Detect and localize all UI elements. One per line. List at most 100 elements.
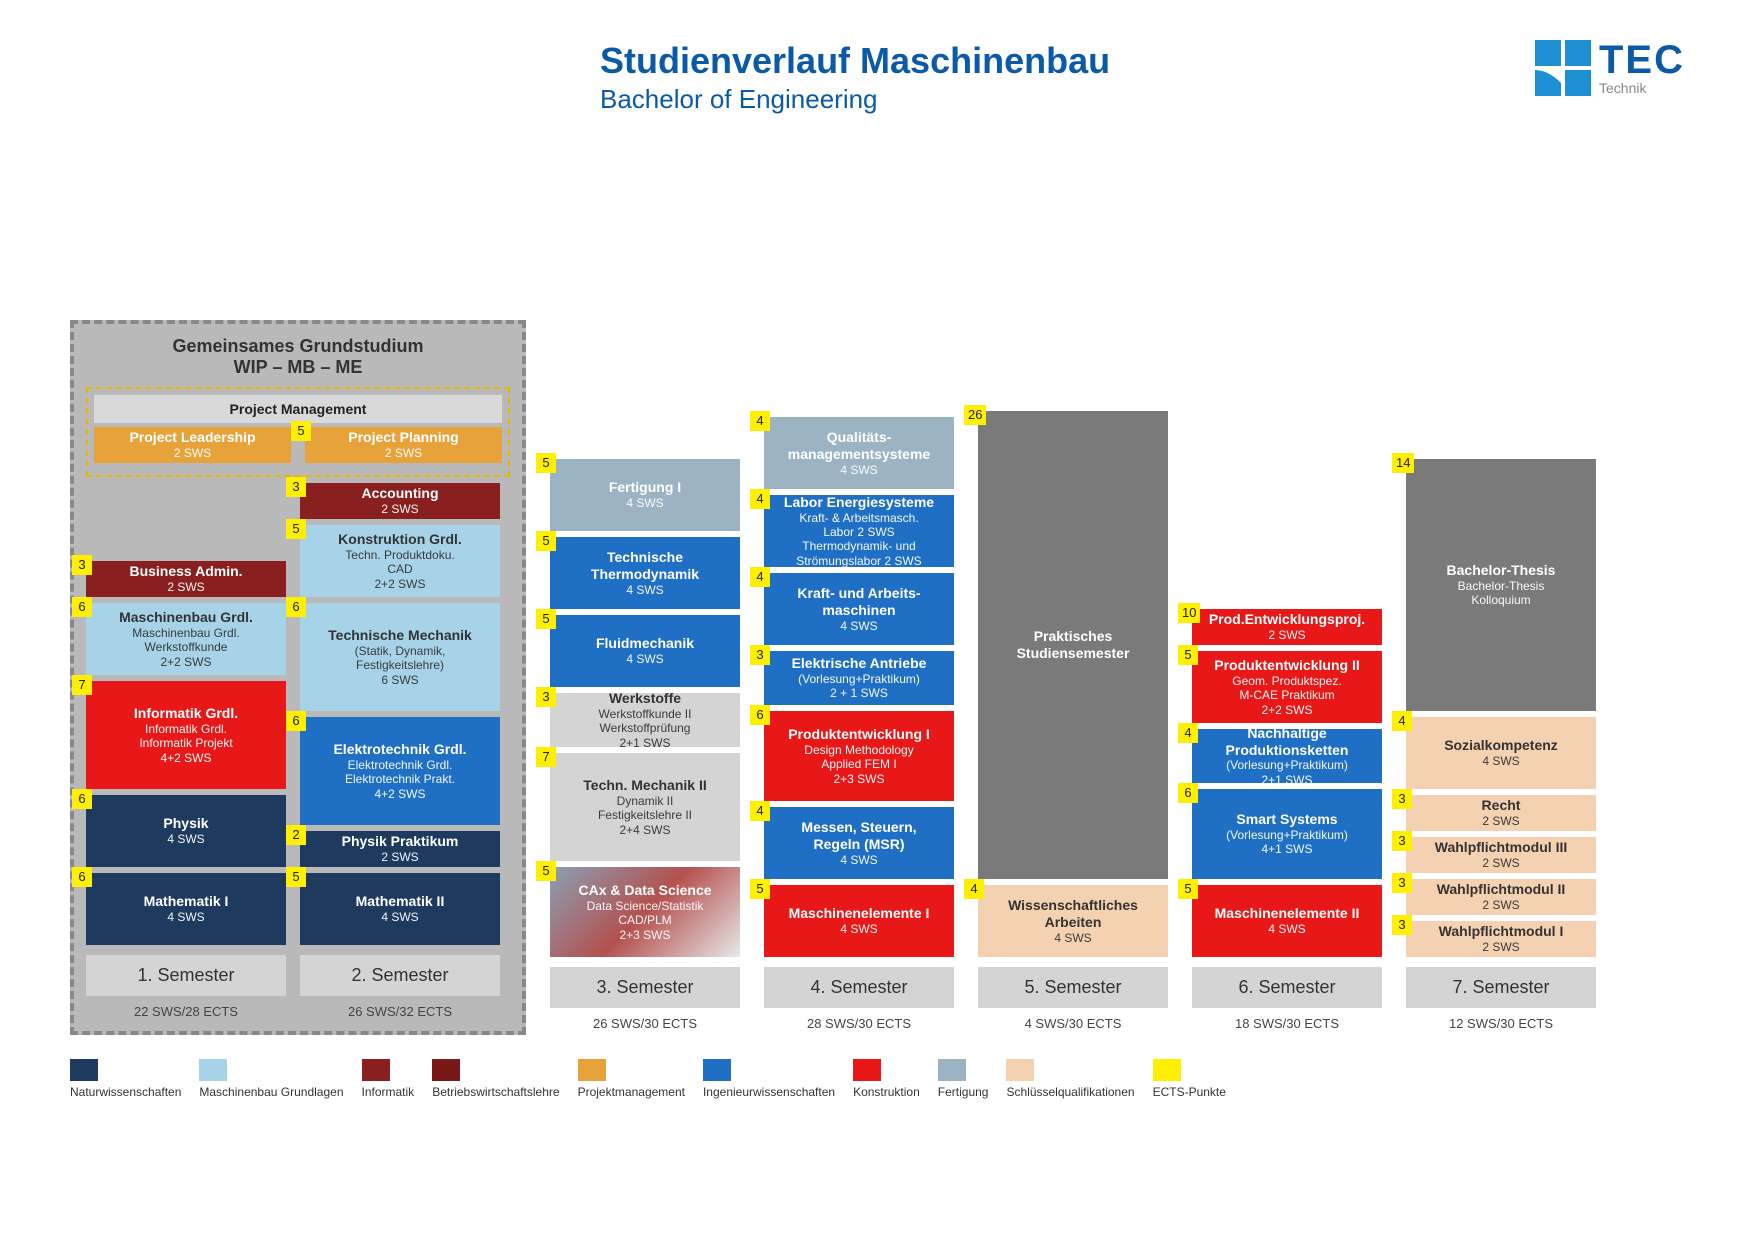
ects-badge: 6: [286, 597, 306, 617]
semester-col-2: 3Accounting2 SWS5Konstruktion Grdl.Techn…: [300, 483, 500, 1023]
module-werkstoffe: 3WerkstoffeWerkstoffkunde IIWerkstoffprü…: [550, 693, 740, 747]
module-elektr-antriebe: 3Elektrische Antriebe(Vorlesung+Praktiku…: [764, 651, 954, 705]
legend-swatch: [70, 1059, 98, 1081]
ects-badge: 4: [750, 489, 770, 509]
module-sub: 4 SWS: [770, 922, 948, 936]
legend-swatch: [199, 1059, 227, 1081]
module-fluidmechanik: 5Fluidmechanik4 SWS: [550, 615, 740, 687]
module-techn-mechanik-ii: 7Techn. Mechanik IIDynamik IIFestigkeits…: [550, 753, 740, 861]
module-wahlpflicht-i: 3Wahlpflichtmodul I2 SWS: [1406, 921, 1596, 957]
ects-badge: 5: [536, 531, 556, 551]
legend-item: Projektmanagement: [578, 1059, 685, 1099]
module-produktentw-i: 6Produktentwicklung IDesign MethodologyA…: [764, 711, 954, 801]
ects-badge: 4: [1392, 711, 1412, 731]
semester-col-5: 26PraktischesStudiensemester4Wissenschaf…: [978, 411, 1168, 1035]
legend-item: Ingenieurwissenschaften: [703, 1059, 835, 1099]
ects-badge: 3: [72, 555, 92, 575]
semester-label: 1. Semester: [86, 955, 286, 996]
semester-col-1: 3Business Admin.2 SWS6Maschinenbau Grdl.…: [86, 561, 286, 1023]
module-title: Produktentwicklung I: [770, 726, 948, 743]
module-title: Fluidmechanik: [556, 635, 734, 652]
module-title: Kraft- und Arbeits-maschinen: [770, 585, 948, 619]
module-sub: 4 SWS: [770, 463, 948, 477]
module-sub: (Statik, Dynamik,Festigkeitslehre)6 SWS: [306, 644, 494, 687]
module-title: Maschinenelemente II: [1198, 905, 1376, 922]
ects-badge: 7: [536, 747, 556, 767]
ects-badge: 5: [1178, 645, 1198, 665]
ects-badge: 4: [750, 411, 770, 431]
pm-row: Project Leadership2 SWS 5Project Planning…: [94, 427, 502, 469]
module-title: Project Planning: [311, 429, 496, 446]
module-title: Wahlpflichtmodul I: [1412, 923, 1590, 940]
module-sub: 4 SWS: [1198, 922, 1376, 936]
module-sub: 4 SWS: [306, 910, 494, 924]
ects-badge: 5: [536, 453, 556, 473]
semester-label: 7. Semester: [1406, 967, 1596, 1008]
legend-item: Informatik: [362, 1059, 415, 1099]
ects-badge: 5: [750, 879, 770, 899]
module-title: Accounting: [306, 485, 494, 502]
ects-badge: 3: [1392, 873, 1412, 893]
module-sub: 2 SWS: [100, 446, 285, 460]
legend-item: Betriebswirtschaftslehre: [432, 1059, 559, 1099]
ects-badge: 6: [1178, 783, 1198, 803]
module-informatik-grdl: 7Informatik Grdl.Informatik Grdl.Informa…: [86, 681, 286, 789]
module-title: Konstruktion Grdl.: [306, 531, 494, 548]
module-title: Labor Energiesysteme: [770, 494, 948, 511]
module-title: Messen, Steuern,Regeln (MSR): [770, 819, 948, 853]
module-title: Werkstoffe: [556, 690, 734, 707]
module-smart-systems: 6Smart Systems(Vorlesung+Praktikum)4+1 S…: [1192, 789, 1382, 879]
legend-swatch: [578, 1059, 606, 1081]
ects-badge: 6: [72, 789, 92, 809]
legend-item: Schlüsselqualifikationen: [1006, 1059, 1134, 1099]
ects-badge: 2: [286, 825, 306, 845]
module-project-planning: 5Project Planning2 SWS: [305, 427, 502, 463]
module-sub: 4 SWS: [770, 619, 948, 633]
module-nachh-prodketten: 4NachhaltigeProduktionsketten(Vorlesung+…: [1192, 729, 1382, 783]
module-sub: 4 SWS: [984, 931, 1162, 945]
legend-label: Ingenieurwissenschaften: [703, 1085, 835, 1099]
semester-label: 3. Semester: [550, 967, 740, 1008]
semester-sws: 26 SWS/32 ECTS: [300, 996, 500, 1023]
module-title: Produktentwicklung II: [1198, 657, 1376, 674]
legend-label: Konstruktion: [853, 1085, 920, 1099]
semester-col-6: 10Prod.Entwicklungsproj.2 SWS5Produktent…: [1192, 609, 1382, 1035]
module-sub: Geom. Produktspez.M-CAE Praktikum2+2 SWS: [1198, 674, 1376, 717]
ects-badge: 3: [286, 477, 306, 497]
module-sub: Design MethodologyApplied FEM I2+3 SWS: [770, 743, 948, 786]
module-recht: 3Recht2 SWS: [1406, 795, 1596, 831]
legend-label: Naturwissenschaften: [70, 1085, 181, 1099]
module-konstruktion-grdl: 5Konstruktion Grdl.Techn. Produktdoku.CA…: [300, 525, 500, 597]
module-msr: 4Messen, Steuern,Regeln (MSR)4 SWS: [764, 807, 954, 879]
module-prod-entw-proj: 10Prod.Entwicklungsproj.2 SWS: [1192, 609, 1382, 645]
legend-item: Maschinenbau Grundlagen: [199, 1059, 343, 1099]
legend-label: ECTS-Punkte: [1153, 1085, 1226, 1099]
ects-badge: 5: [286, 867, 306, 887]
module-title: Techn. Mechanik II: [556, 777, 734, 794]
ects-badge: 3: [1392, 831, 1412, 851]
module-sub: 2 SWS: [311, 446, 496, 460]
module-title: Wahlpflichtmodul III: [1412, 839, 1590, 856]
module-sub: (Vorlesung+Praktikum)4+1 SWS: [1198, 828, 1376, 857]
ects-badge: 5: [286, 519, 306, 539]
module-title: Sozialkompetenz: [1412, 737, 1590, 754]
tec-logo: TEC Technik: [1535, 40, 1685, 96]
module-title: WissenschaftlichesArbeiten: [984, 897, 1162, 931]
module-wahlpflicht-ii: 3Wahlpflichtmodul II2 SWS: [1406, 879, 1596, 915]
module-wiss-arbeiten: 4WissenschaftlichesArbeiten4 SWS: [978, 885, 1168, 957]
semester-sws: 18 SWS/30 ECTS: [1192, 1008, 1382, 1035]
semester-columns: Gemeinsames GrundstudiumWIP – MB – MEPro…: [70, 135, 1685, 1035]
module-sub: (Vorlesung+Praktikum)2 + 1 SWS: [770, 672, 948, 701]
logo-sub: Technik: [1599, 80, 1685, 96]
main-title: Studienverlauf Maschinenbau: [600, 40, 1110, 82]
module-sub: 4 SWS: [556, 496, 734, 510]
module-sub: Techn. Produktdoku.CAD2+2 SWS: [306, 548, 494, 591]
semester-col-3: 5Fertigung I4 SWS5TechnischeThermodynami…: [550, 459, 740, 1035]
module-title: Mathematik I: [92, 893, 280, 910]
module-sub: Informatik Grdl.Informatik Projekt4+2 SW…: [92, 722, 280, 765]
module-sub: Werkstoffkunde IIWerkstoffprüfung2+1 SWS: [556, 707, 734, 750]
module-mathematik-i: 6Mathematik I4 SWS: [86, 873, 286, 945]
module-project-leadership: Project Leadership2 SWS: [94, 427, 291, 463]
module-title: Qualitäts-managementsysteme: [770, 429, 948, 463]
module-sub: Dynamik IIFestigkeitslehre II2+4 SWS: [556, 794, 734, 837]
